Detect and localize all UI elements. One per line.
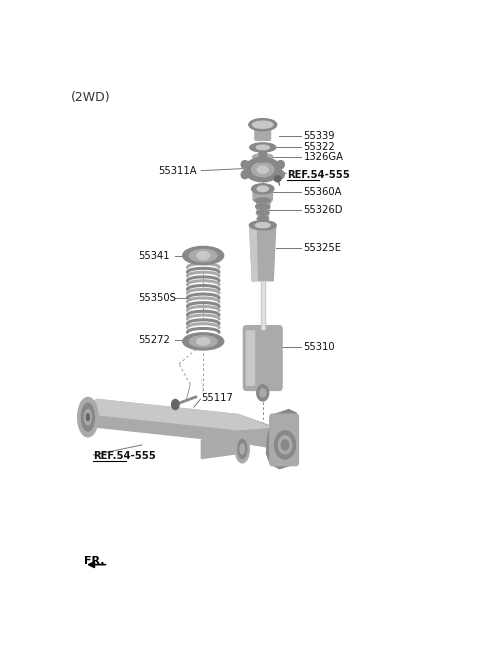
Ellipse shape	[240, 444, 244, 454]
FancyBboxPatch shape	[258, 216, 267, 221]
Ellipse shape	[257, 216, 268, 221]
Ellipse shape	[183, 247, 224, 264]
Polygon shape	[250, 225, 257, 281]
Ellipse shape	[257, 186, 268, 192]
Text: (2WD): (2WD)	[71, 91, 111, 104]
Ellipse shape	[197, 338, 210, 345]
Ellipse shape	[249, 220, 276, 230]
Ellipse shape	[84, 409, 91, 424]
Ellipse shape	[86, 414, 89, 420]
FancyBboxPatch shape	[261, 282, 264, 329]
Text: 55326D: 55326D	[304, 205, 343, 215]
Ellipse shape	[197, 251, 210, 260]
Text: REF.54-555: REF.54-555	[287, 170, 349, 180]
Text: 55360A: 55360A	[304, 188, 342, 197]
Ellipse shape	[255, 198, 271, 203]
Polygon shape	[250, 225, 276, 281]
Text: 55272: 55272	[138, 335, 170, 345]
Ellipse shape	[259, 155, 266, 159]
Text: 55341: 55341	[138, 251, 170, 260]
Ellipse shape	[252, 163, 274, 176]
Ellipse shape	[78, 398, 98, 437]
Ellipse shape	[255, 222, 270, 228]
Ellipse shape	[238, 440, 247, 459]
Ellipse shape	[244, 157, 281, 182]
Text: 55339: 55339	[304, 131, 336, 141]
Ellipse shape	[183, 333, 224, 350]
Ellipse shape	[241, 171, 249, 178]
Polygon shape	[202, 440, 246, 459]
FancyBboxPatch shape	[256, 204, 269, 209]
Ellipse shape	[277, 161, 284, 169]
Ellipse shape	[189, 336, 217, 347]
Circle shape	[281, 440, 289, 450]
Circle shape	[278, 436, 292, 454]
Ellipse shape	[256, 210, 269, 215]
Text: 55350S: 55350S	[138, 293, 176, 304]
Ellipse shape	[235, 435, 249, 463]
Ellipse shape	[241, 161, 249, 169]
Text: 55310: 55310	[304, 342, 336, 352]
Ellipse shape	[274, 176, 281, 182]
Polygon shape	[81, 400, 270, 430]
Ellipse shape	[257, 166, 268, 173]
Text: 1326GA: 1326GA	[304, 152, 344, 162]
Ellipse shape	[252, 184, 274, 194]
Ellipse shape	[277, 171, 284, 178]
Polygon shape	[266, 409, 298, 468]
FancyBboxPatch shape	[253, 186, 273, 201]
Ellipse shape	[82, 403, 95, 431]
Text: 55311A: 55311A	[158, 166, 197, 176]
FancyBboxPatch shape	[246, 331, 254, 385]
Text: FR.: FR.	[84, 556, 105, 566]
FancyBboxPatch shape	[262, 282, 264, 329]
FancyBboxPatch shape	[258, 222, 267, 227]
FancyBboxPatch shape	[257, 210, 268, 215]
Text: REF.54-555: REF.54-555	[94, 451, 156, 461]
Circle shape	[257, 385, 269, 401]
Ellipse shape	[252, 154, 273, 160]
FancyBboxPatch shape	[255, 125, 271, 140]
Ellipse shape	[252, 121, 273, 128]
Circle shape	[275, 431, 296, 459]
Circle shape	[260, 389, 266, 397]
Ellipse shape	[256, 145, 269, 150]
Text: 55322: 55322	[304, 142, 336, 152]
FancyBboxPatch shape	[259, 152, 266, 162]
FancyBboxPatch shape	[270, 414, 299, 466]
Ellipse shape	[256, 204, 270, 209]
Ellipse shape	[250, 143, 276, 152]
Circle shape	[172, 400, 179, 409]
Text: 55117: 55117	[202, 393, 233, 403]
Polygon shape	[81, 400, 279, 447]
FancyBboxPatch shape	[243, 326, 282, 390]
Ellipse shape	[258, 222, 268, 227]
Text: 55325E: 55325E	[304, 243, 342, 253]
Ellipse shape	[249, 119, 276, 131]
Ellipse shape	[189, 249, 217, 262]
FancyBboxPatch shape	[256, 198, 270, 203]
